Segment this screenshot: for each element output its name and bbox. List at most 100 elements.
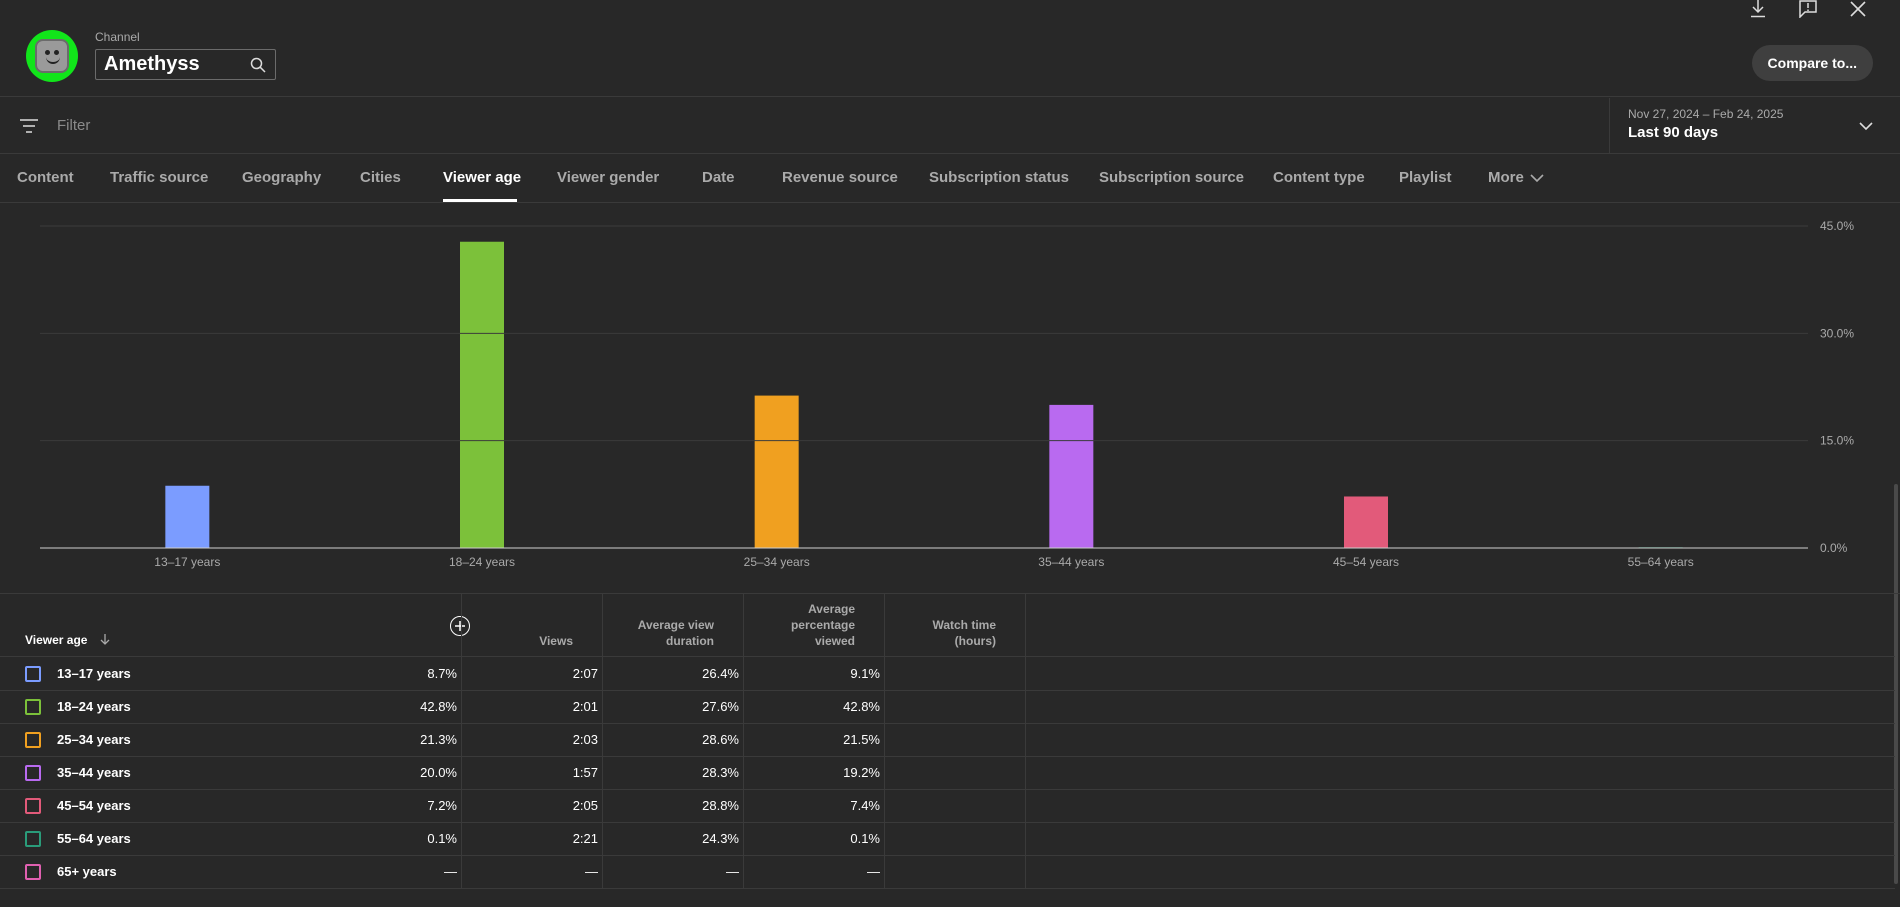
row-avg-percentage-viewed: 28.3% — [702, 765, 739, 780]
channel-label: Channel — [95, 30, 140, 44]
chevron-down-icon — [1858, 118, 1874, 134]
table-row[interactable]: 35–44 years 20.0% 1:57 28.3% 19.2% — [0, 757, 1895, 790]
column-header-label: Viewer age — [25, 633, 88, 648]
row-select-checkbox[interactable] — [25, 798, 41, 814]
column-header-views[interactable]: Views — [539, 634, 573, 648]
download-icon[interactable] — [1746, 0, 1770, 18]
tab-playlist[interactable]: Playlist — [1399, 169, 1452, 186]
column-header-line: viewed — [814, 634, 855, 648]
column-header-line: Average — [808, 602, 855, 616]
feedback-icon[interactable] — [1796, 0, 1820, 18]
scrollbar-thumb[interactable] — [1894, 484, 1898, 884]
row-select-checkbox[interactable] — [25, 732, 41, 748]
chart-bar — [1049, 404, 1094, 548]
x-tick-label: 35–44 years — [1038, 555, 1104, 569]
tab-content[interactable]: Content — [17, 169, 74, 186]
tab-viewer-gender[interactable]: Viewer gender — [557, 169, 660, 186]
channel-name: Amethyss — [104, 53, 200, 75]
tab-more-label: More — [1488, 169, 1524, 186]
row-avg-view-duration: 1:57 — [572, 765, 598, 780]
add-column-icon[interactable] — [450, 616, 470, 636]
row-views: 42.8% — [420, 699, 457, 714]
row-views: 20.0% — [420, 765, 457, 780]
row-watch-time: 9.1% — [850, 666, 880, 681]
row-views: 0.1% — [427, 831, 457, 846]
row-views: 7.2% — [427, 798, 457, 813]
close-icon[interactable] — [1846, 0, 1870, 18]
tab-date[interactable]: Date — [702, 169, 735, 186]
row-watch-time: 7.4% — [850, 798, 880, 813]
row-avg-percentage-viewed: 24.3% — [702, 831, 739, 846]
date-range-preset: Last 90 days — [1628, 124, 1719, 141]
row-select-checkbox[interactable] — [25, 666, 41, 682]
row-age-label: 13–17 years — [57, 666, 131, 681]
row-age-label: 25–34 years — [57, 732, 131, 747]
tab-geography[interactable]: Geography — [242, 169, 322, 186]
viewer-age-table: Viewer age Views Average view duration A… — [0, 593, 1900, 907]
channel-header: Channel Amethyss Compare to... — [0, 0, 1900, 97]
row-avg-view-duration: 2:21 — [572, 831, 598, 846]
channel-search-box[interactable]: Amethyss — [95, 49, 276, 80]
x-tick-label: 55–64 years — [1628, 555, 1694, 569]
column-divider — [602, 594, 603, 888]
row-select-checkbox[interactable] — [25, 831, 41, 847]
row-select-checkbox[interactable] — [25, 699, 41, 715]
row-age-label: 35–44 years — [57, 765, 131, 780]
table-row[interactable]: 13–17 years 8.7% 2:07 26.4% 9.1% — [0, 658, 1895, 691]
column-header-viewer-age[interactable]: Viewer age — [25, 632, 111, 649]
x-tick-label: 25–34 years — [744, 555, 810, 569]
row-watch-time: 42.8% — [843, 699, 880, 714]
column-header-watch-time[interactable]: Watch time (hours) — [932, 617, 996, 649]
tab-subscription-source[interactable]: Subscription source — [1099, 169, 1245, 186]
tab-content-type[interactable]: Content type — [1273, 169, 1365, 186]
table-row[interactable]: 65+ years — — — — — [0, 856, 1895, 889]
chevron-down-icon — [1530, 170, 1544, 187]
row-watch-time: 21.5% — [843, 732, 880, 747]
chart-bar — [1344, 496, 1388, 548]
viewer-age-chart: 45.0% 30.0% 15.0% 0.0% 13–17 years 18–24 year… — [0, 204, 1900, 884]
row-age-label: 45–54 years — [57, 798, 131, 813]
column-divider — [1025, 594, 1026, 888]
column-divider — [461, 594, 462, 888]
row-age-label: 65+ years — [57, 864, 117, 879]
tab-subscription-status[interactable]: Subscription status — [929, 169, 1070, 186]
row-select-checkbox[interactable] — [25, 864, 41, 880]
column-divider — [884, 594, 885, 888]
avatar-face-icon — [35, 39, 69, 73]
channel-avatar[interactable] — [26, 30, 78, 82]
table-row[interactable]: 18–24 years 42.8% 2:01 27.6% 42.8% — [0, 691, 1895, 724]
filter-bar: Filter Nov 27, 2024 – Feb 24, 2025 Last … — [0, 98, 1900, 154]
row-select-checkbox[interactable] — [25, 765, 41, 781]
filter-input[interactable]: Filter — [57, 117, 91, 134]
compare-button[interactable]: Compare to... — [1751, 45, 1873, 81]
chart-bar — [754, 395, 799, 548]
y-tick-label: 45.0% — [1820, 219, 1854, 233]
top-actions — [1746, 0, 1870, 18]
table-row[interactable]: 45–54 years 7.2% 2:05 28.8% 7.4% — [0, 790, 1895, 823]
row-avg-percentage-viewed: 28.6% — [702, 732, 739, 747]
filter-icon[interactable] — [18, 116, 40, 136]
x-tick-label: 45–54 years — [1333, 555, 1399, 569]
tab-traffic-source[interactable]: Traffic source — [110, 169, 209, 186]
row-age-label: 18–24 years — [57, 699, 131, 714]
date-range-selector[interactable]: Nov 27, 2024 – Feb 24, 2025 Last 90 days — [1609, 98, 1900, 154]
column-header-avg-view-duration[interactable]: Average view duration — [638, 617, 714, 649]
sort-down-icon[interactable] — [99, 633, 111, 649]
chart-bar — [460, 241, 504, 548]
search-icon[interactable] — [249, 56, 267, 74]
column-header-line: (hours) — [954, 634, 996, 648]
table-row[interactable]: 25–34 years 21.3% 2:03 28.6% 21.5% — [0, 724, 1895, 757]
row-avg-view-duration: 2:05 — [572, 798, 598, 813]
chart-bar — [165, 485, 210, 548]
row-avg-view-duration: 2:01 — [572, 699, 598, 714]
tab-cities[interactable]: Cities — [360, 169, 401, 186]
row-avg-percentage-viewed: — — [726, 864, 739, 879]
tab-revenue-source[interactable]: Revenue source — [782, 169, 898, 186]
tab-viewer-age[interactable]: Viewer age — [443, 169, 522, 186]
column-header-avg-percentage-viewed[interactable]: Average percentage viewed — [791, 601, 855, 649]
bar-chart: 45.0% 30.0% 15.0% 0.0% 13–17 years 18–24 year… — [40, 219, 1854, 569]
table-row[interactable]: 55–64 years 0.1% 2:21 24.3% 0.1% — [0, 823, 1895, 856]
tab-more[interactable]: More — [1488, 169, 1544, 187]
x-tick-label: 18–24 years — [449, 555, 515, 569]
row-avg-percentage-viewed: 28.8% — [702, 798, 739, 813]
